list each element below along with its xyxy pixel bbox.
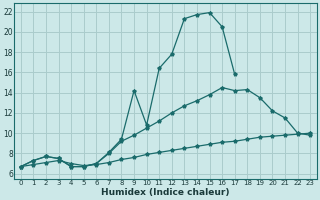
- X-axis label: Humidex (Indice chaleur): Humidex (Indice chaleur): [101, 188, 230, 197]
